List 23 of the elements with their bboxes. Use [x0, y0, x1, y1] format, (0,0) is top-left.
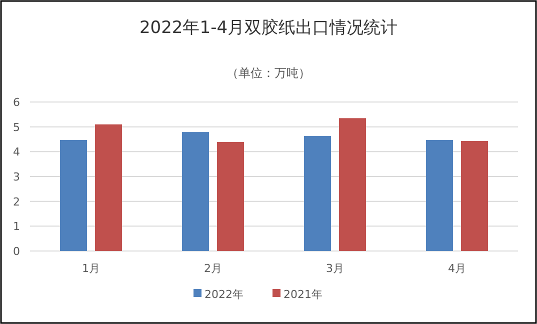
legend-label: 2021年 [284, 288, 322, 301]
bar [426, 140, 453, 251]
bar [217, 142, 244, 251]
bar [339, 118, 366, 251]
x-tick-label: 2月 [204, 262, 222, 275]
bar [461, 140, 488, 251]
legend-label: 2022年 [204, 288, 244, 301]
bar [60, 140, 87, 251]
y-tick-label: 1 [13, 220, 20, 234]
bar [182, 132, 209, 251]
chart-subtitle: （单位：万吨） [226, 66, 310, 80]
y-tick-label: 3 [13, 170, 20, 184]
y-tick-label: 0 [13, 245, 20, 258]
bar [304, 136, 331, 251]
chart-title: 2022年1-4月双胶纸出口情况统计 [139, 18, 398, 38]
y-tick-label: 4 [13, 146, 20, 159]
bar [95, 124, 122, 251]
x-tick-label: 3月 [326, 262, 344, 275]
x-tick-label: 1月 [82, 262, 100, 275]
y-tick-label: 5 [13, 120, 20, 134]
x-tick-label: 4月 [448, 262, 466, 275]
y-tick-label: 2 [13, 195, 20, 208]
y-tick-label: 6 [13, 96, 20, 109]
